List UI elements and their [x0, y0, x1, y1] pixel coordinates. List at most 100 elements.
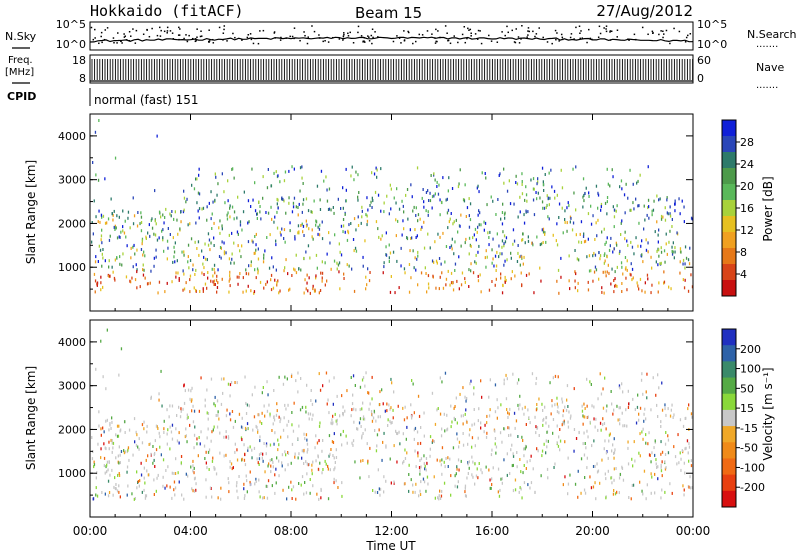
data-cell: [344, 409, 346, 413]
data-cell: [242, 210, 245, 214]
data-cell: [278, 291, 280, 295]
data-cell: [275, 467, 277, 471]
data-cell: [520, 271, 522, 275]
data-cell: [374, 190, 377, 194]
data-cell: [574, 279, 576, 283]
data-cell: [319, 421, 321, 425]
data-cell: [660, 261, 662, 265]
nsky-point: [527, 27, 530, 29]
data-cell: [606, 236, 608, 240]
data-cell: [264, 470, 266, 474]
data-cell: [465, 399, 467, 403]
data-cell: [119, 262, 121, 266]
data-cell: [361, 205, 363, 209]
data-cell: [367, 461, 369, 465]
data-cell: [114, 224, 116, 228]
data-cell: [200, 430, 202, 434]
data-cell: [524, 198, 526, 202]
data-cell: [691, 486, 693, 490]
data-cell: [414, 426, 417, 430]
data-cell: [643, 469, 646, 473]
data-cell: [542, 423, 544, 427]
data-cell: [185, 281, 187, 285]
data-cell: [279, 180, 281, 184]
data-cell: [100, 433, 102, 437]
data-cell: [476, 467, 478, 471]
data-cell: [429, 435, 432, 439]
data-cell: [641, 372, 643, 376]
data-cell: [301, 405, 304, 409]
data-cell: [265, 484, 267, 488]
data-cell: [206, 466, 208, 470]
data-cell: [285, 258, 287, 262]
data-cell: [295, 253, 297, 257]
data-cell: [603, 422, 606, 425]
nsky-point: [262, 29, 265, 32]
data-cell: [492, 466, 494, 470]
data-cell: [446, 211, 449, 215]
data-cell: [262, 452, 264, 456]
data-cell: [554, 462, 556, 466]
data-cell: [566, 384, 569, 388]
data-cell: [236, 481, 238, 485]
data-cell: [211, 459, 214, 463]
data-cell: [394, 291, 396, 295]
data-cell: [420, 227, 422, 231]
data-cell: [488, 288, 491, 292]
data-cell: [191, 398, 193, 402]
data-cell: [456, 421, 458, 425]
data-cell: [166, 432, 168, 436]
data-cell: [239, 272, 241, 275]
data-cell: [177, 271, 179, 275]
data-cell: [286, 423, 288, 427]
data-cell: [503, 234, 506, 238]
data-cell: [364, 428, 366, 432]
data-cell: [403, 210, 405, 214]
data-cell: [223, 190, 225, 194]
data-cell: [625, 408, 627, 412]
data-cell: [363, 417, 366, 421]
data-cell: [304, 437, 306, 441]
data-cell: [618, 406, 620, 410]
data-cell: [342, 224, 345, 228]
data-cell: [522, 471, 524, 475]
data-cell: [385, 444, 387, 448]
data-cell: [568, 254, 570, 258]
data-cell: [252, 198, 254, 202]
data-cell: [270, 184, 272, 188]
data-cell: [163, 221, 165, 225]
data-cell: [119, 461, 121, 465]
data-cell: [161, 229, 163, 233]
data-cell: [450, 212, 452, 215]
data-cell: [253, 290, 256, 294]
data-cell: [204, 257, 207, 261]
data-cell: [94, 130, 97, 134]
data-cell: [276, 402, 278, 406]
data-cell: [336, 261, 338, 265]
data-cell: [650, 472, 652, 476]
nsky-point: [652, 32, 654, 34]
data-cell: [111, 468, 113, 472]
data-cell: [223, 250, 226, 254]
data-cell: [305, 224, 308, 228]
nsky-point: [106, 27, 109, 29]
colorbar-swatch: [722, 458, 736, 476]
data-cell: [673, 445, 675, 449]
data-cell: [441, 427, 443, 431]
data-cell: [237, 195, 239, 199]
data-cell: [121, 263, 123, 267]
data-cell: [492, 257, 494, 261]
data-cell: [153, 256, 155, 260]
data-cell: [136, 433, 138, 437]
data-cell: [102, 426, 104, 430]
data-cell: [524, 447, 526, 451]
data-cell: [265, 442, 268, 446]
data-cell: [263, 253, 265, 257]
data-cell: [462, 414, 464, 418]
data-cell: [423, 411, 425, 415]
data-cell: [637, 204, 639, 208]
data-cell: [419, 217, 421, 221]
data-cell: [247, 448, 249, 452]
data-cell: [471, 423, 473, 427]
data-cell: [335, 448, 337, 452]
